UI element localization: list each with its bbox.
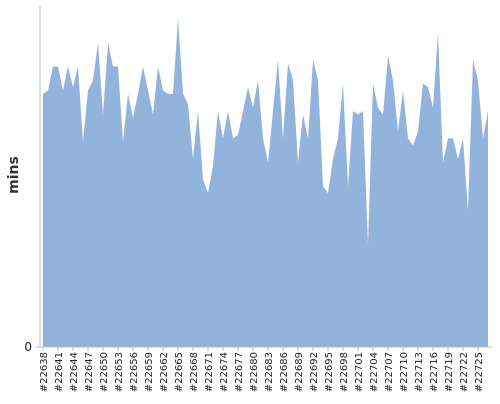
x-tick-label: #22689 bbox=[294, 352, 305, 392]
x-tick-label: #22668 bbox=[189, 352, 200, 392]
x-tick-label: #22677 bbox=[234, 352, 245, 392]
x-tick-label: #22692 bbox=[309, 352, 320, 392]
x-tick-label: #22644 bbox=[69, 352, 80, 392]
x-tick-label: #22719 bbox=[444, 352, 455, 392]
x-tick-label: #22641 bbox=[54, 352, 65, 392]
x-tick-label: #22683 bbox=[264, 352, 275, 392]
x-tick-label: #22638 bbox=[39, 352, 50, 392]
x-tick-label: #22647 bbox=[84, 352, 95, 392]
x-tick-label: #22671 bbox=[204, 352, 215, 392]
x-tick-label: #22680 bbox=[249, 352, 260, 392]
x-tick-label: #22674 bbox=[219, 352, 230, 392]
x-tick-label: #22716 bbox=[429, 352, 440, 392]
x-tick-label: #22650 bbox=[99, 352, 110, 392]
area bbox=[43, 18, 488, 348]
x-tick-label: #22701 bbox=[354, 352, 365, 392]
x-tick-label: #22722 bbox=[459, 352, 470, 392]
x-tick-label: #22653 bbox=[114, 352, 125, 392]
y-axis-label: mins bbox=[6, 156, 22, 194]
x-tick-label: #22686 bbox=[279, 352, 290, 392]
x-tick-label: #22659 bbox=[144, 352, 155, 392]
x-tick-label: #22695 bbox=[324, 352, 335, 392]
x-tick-label: #22656 bbox=[129, 352, 140, 392]
x-tick-label: #22665 bbox=[174, 352, 185, 392]
x-tick-label: #22707 bbox=[384, 352, 395, 392]
x-tick-label: #22725 bbox=[474, 352, 485, 392]
x-tick-label: #22704 bbox=[369, 352, 380, 392]
x-tick-label: #22713 bbox=[414, 352, 425, 392]
x-tick-label: #22662 bbox=[159, 352, 170, 392]
y-tick-label: 0 bbox=[24, 340, 32, 354]
x-tick-label: #22710 bbox=[399, 352, 410, 392]
x-tick-label: #22698 bbox=[339, 352, 350, 392]
